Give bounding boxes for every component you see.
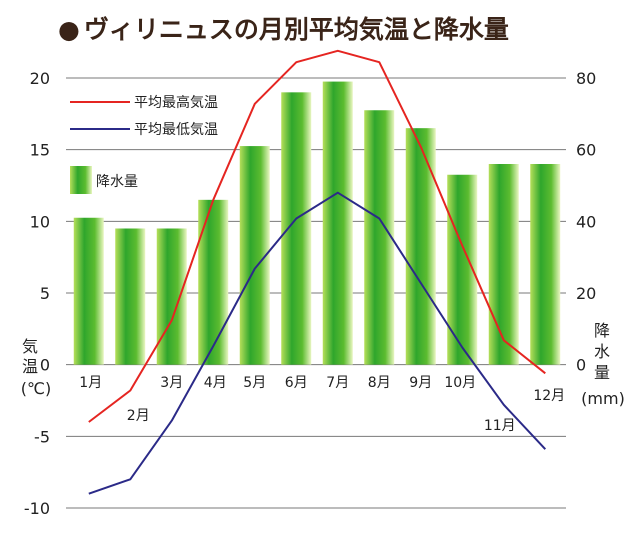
min-temp-line (88, 191, 547, 495)
precip-bar-1 (73, 217, 104, 365)
legend-swatch-precip (70, 166, 92, 194)
precip-bar-8 (364, 110, 395, 365)
right-axis-label-3: 量 (594, 363, 610, 382)
month-label-8: 8月 (368, 375, 391, 391)
left-axis-label-1: 気 (22, 337, 38, 356)
precip-bar-2 (115, 228, 146, 365)
precip-bar-11 (488, 164, 519, 365)
left-axis-ticks: 20 15 10 5 0 -5 -10 (24, 69, 50, 518)
left-axis-label-2: 温 (22, 357, 38, 376)
max-temp-line (88, 49, 546, 423)
left-tick-label-3: 5 (40, 284, 50, 303)
left-tick-label-1: 15 (30, 141, 50, 160)
precip-bar-9 (405, 128, 436, 365)
precip-bar-12 (530, 164, 561, 365)
precip-bar-7 (322, 81, 353, 365)
left-tick-label-6: -10 (24, 499, 50, 518)
month-label-3: 3月 (160, 375, 183, 391)
left-tick-label-2: 10 (30, 212, 50, 231)
month-labels: 1月 2月 3月 4月 5月 6月 7月 8月 9月 10月 11月 12月 (79, 375, 565, 434)
right-axis-label-2: 水 (594, 342, 610, 361)
title-bullet: ● (58, 15, 80, 44)
legend-label-max: 平均最高気温 (134, 94, 218, 111)
month-label-2: 2月 (127, 408, 150, 424)
temp-lines (88, 49, 547, 495)
month-label-10: 10月 (444, 375, 476, 391)
precip-bars (73, 81, 561, 365)
precip-bar-3 (156, 228, 187, 365)
legend: 平均最高気温 平均最低気温 降水量 (70, 94, 218, 194)
right-tick-label-0: 80 (576, 69, 596, 88)
right-tick-label-3: 20 (576, 284, 596, 303)
month-label-12: 12月 (533, 388, 565, 404)
grid (66, 77, 566, 509)
left-axis-label-3: (℃) (21, 379, 51, 398)
right-axis-ticks: 80 60 40 20 0 (576, 69, 596, 375)
left-tick-label-4: 0 (40, 356, 50, 375)
left-axis-label: 気 温 (℃) (21, 337, 51, 398)
left-tick-label-5: -5 (34, 427, 50, 446)
right-axis-label: 降 水 量 (mm) (581, 321, 625, 408)
month-label-11: 11月 (484, 418, 516, 434)
right-tick-label-1: 60 (576, 141, 596, 160)
title-text: ヴィリニュスの月別平均気温と降水量 (84, 15, 509, 44)
month-label-7: 7月 (326, 375, 349, 391)
month-label-5: 5月 (243, 375, 266, 391)
month-label-6: 6月 (285, 375, 308, 391)
month-label-4: 4月 (204, 375, 227, 391)
month-label-9: 9月 (409, 375, 432, 391)
right-tick-label-2: 40 (576, 212, 596, 231)
left-tick-label-0: 20 (30, 69, 50, 88)
legend-label-precip: 降水量 (96, 174, 138, 190)
legend-label-min: 平均最低気温 (134, 122, 218, 138)
chart-title: ● ヴィリニュスの月別平均気温と降水量 (58, 15, 509, 44)
month-label-1: 1月 (79, 375, 102, 391)
right-tick-label-4: 0 (576, 356, 586, 375)
right-axis-label-1: 降 (594, 321, 610, 340)
precip-bar-4 (198, 199, 229, 365)
right-axis-label-4: (mm) (581, 389, 625, 408)
precip-bar-6 (281, 92, 312, 365)
